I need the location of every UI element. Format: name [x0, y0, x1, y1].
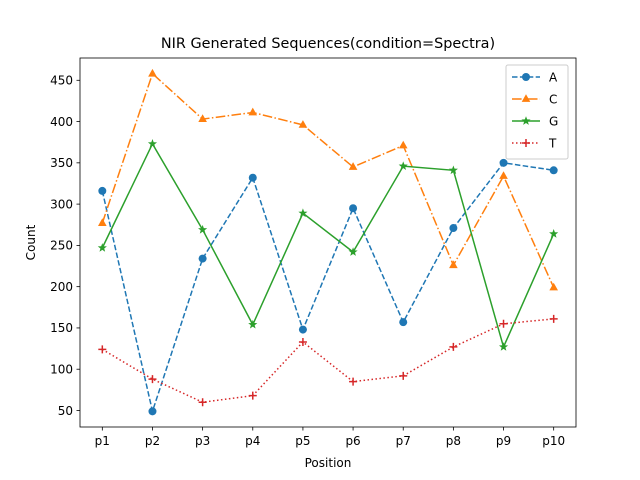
series-G — [97, 139, 559, 351]
data-point-G — [248, 319, 258, 329]
data-point-C — [499, 171, 508, 179]
series-line-G — [101, 142, 555, 350]
series-line-C — [101, 72, 555, 288]
data-point-A — [298, 325, 307, 334]
legend-marker-T — [522, 139, 530, 147]
x-tick-label: p7 — [396, 434, 411, 448]
series-line-T — [101, 318, 554, 404]
legend-item-C: C — [512, 92, 557, 106]
y-tick-label: 50 — [58, 404, 73, 418]
data-point-C — [449, 260, 458, 269]
data-point-A — [248, 173, 257, 182]
data-point-T — [449, 342, 458, 351]
x-tick-label: p5 — [295, 434, 310, 448]
data-point-C — [398, 140, 408, 149]
legend-marker-C — [521, 94, 531, 102]
legend-item-T: T — [512, 136, 557, 150]
data-point-T — [198, 398, 207, 407]
data-point-C — [348, 162, 358, 170]
series-T — [98, 314, 558, 407]
x-tick-label: p3 — [195, 434, 210, 448]
data-point-T — [248, 391, 257, 400]
x-axis-title: Position — [305, 456, 352, 470]
data-point-T — [349, 377, 358, 386]
y-tick-label: 300 — [50, 197, 73, 211]
data-point-T — [499, 319, 508, 328]
data-point-C — [298, 120, 308, 128]
data-point-G — [448, 165, 458, 175]
legend-label-T: T — [548, 136, 557, 150]
x-tick-label: p4 — [245, 434, 260, 448]
data-point-G — [398, 161, 408, 171]
data-point-C — [98, 218, 107, 226]
data-point-C — [148, 68, 157, 77]
data-point-A — [148, 407, 157, 416]
data-point-T — [298, 337, 307, 346]
x-tick-label: p6 — [345, 434, 360, 448]
data-point-A — [499, 158, 508, 167]
series-C — [98, 68, 558, 291]
legend-box — [505, 64, 569, 160]
legend-label-G: G — [549, 114, 558, 128]
y-tick-label: 350 — [50, 156, 73, 170]
data-point-T — [148, 375, 157, 384]
data-point-A — [549, 166, 558, 175]
series-A — [98, 158, 558, 416]
series-line-A — [101, 162, 554, 415]
y-axis-title: Count — [24, 224, 38, 260]
legend-marker-A — [522, 73, 530, 81]
data-point-A — [349, 204, 358, 213]
legend-marker-G — [521, 116, 531, 125]
y-tick-label: 100 — [50, 363, 73, 377]
data-point-G — [549, 229, 559, 238]
data-point-G — [198, 224, 208, 234]
legend-label-C: C — [549, 92, 557, 106]
data-point-C — [248, 107, 258, 116]
data-point-T — [98, 345, 107, 354]
data-point-T — [549, 314, 558, 323]
data-point-T — [399, 371, 408, 380]
data-point-A — [98, 186, 107, 195]
x-tick-label: p8 — [446, 434, 461, 448]
x-tick-label: p1 — [95, 434, 110, 448]
data-point-A — [449, 224, 458, 233]
chart-title: NIR Generated Sequences(condition=Spectr… — [161, 36, 495, 52]
data-point-A — [399, 318, 408, 327]
x-tick-label: p9 — [496, 434, 511, 448]
data-point-A — [198, 254, 207, 263]
x-tick-label: p2 — [145, 434, 160, 448]
x-tick-label: p10 — [542, 434, 565, 448]
y-axis-ticks: 50 100 150 200 250 300 350 400 450 — [50, 74, 80, 418]
data-point-G — [348, 247, 358, 256]
y-tick-label: 150 — [50, 321, 73, 335]
data-point-C — [198, 114, 207, 122]
data-point-C — [549, 282, 558, 291]
data-point-G — [298, 208, 308, 218]
data-point-G — [97, 243, 107, 252]
series-layer — [97, 68, 559, 416]
y-tick-label: 250 — [50, 239, 73, 253]
data-point-G — [147, 139, 158, 148]
plot-frame — [79, 57, 577, 428]
x-axis-ticks: p1 p2 p3 p4 p5 p6 p7 p8 p9 p10 — [95, 427, 565, 448]
y-tick-label: 450 — [50, 74, 73, 88]
y-tick-label: 200 — [50, 280, 73, 294]
data-point-G — [498, 342, 509, 351]
legend-item-G: G — [512, 114, 558, 128]
y-tick-label: 400 — [50, 115, 73, 129]
legend-item-A: A — [512, 70, 558, 84]
legend-label-A: A — [549, 70, 558, 84]
